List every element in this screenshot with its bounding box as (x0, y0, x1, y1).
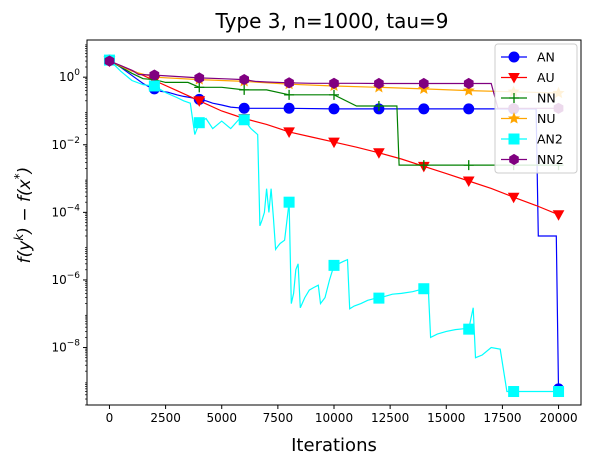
data-point-au (328, 137, 340, 149)
data-point-au (462, 176, 475, 187)
legend-label-an2: AN2 (537, 132, 563, 147)
chart-title: Type 3, n=1000, tau=9 (214, 9, 448, 33)
data-point-au (283, 127, 295, 138)
data-point-an (238, 102, 250, 114)
data-point-nn2 (239, 74, 249, 86)
data-point-au (373, 148, 385, 159)
series-line-an2 (109, 59, 559, 393)
legend-item-an2: AN2 (501, 132, 563, 147)
y-tick-label: 10−4 (51, 203, 80, 219)
legend-item-au: AU (501, 70, 555, 85)
data-point-an2 (328, 259, 340, 271)
x-tick-label: 20000 (539, 411, 577, 425)
data-point-nn (373, 101, 384, 112)
data-point-nn2 (419, 77, 429, 90)
legend-item-nu: NU (501, 111, 556, 126)
data-point-nn2 (463, 77, 474, 90)
x-tick-label: 5000 (206, 411, 237, 425)
data-point-au (552, 210, 565, 221)
data-point-nn (418, 160, 429, 171)
data-point-an2 (373, 292, 385, 304)
data-point-nn (329, 89, 339, 100)
legend-label-nu: NU (537, 111, 556, 126)
legend-marker-nn (509, 93, 519, 103)
x-axis-label: Iterations (291, 435, 377, 456)
data-point-nn (194, 82, 205, 93)
legend-marker-an (508, 51, 520, 63)
data-point-an2 (238, 114, 250, 126)
y-tick-label: 10−6 (51, 271, 80, 287)
data-point-an (418, 103, 430, 115)
data-point-nn (463, 160, 474, 171)
x-tick-label: 12500 (371, 411, 409, 425)
y-tick-label: 10−8 (51, 339, 80, 355)
data-point-an2 (148, 80, 160, 92)
data-point-an2 (463, 323, 475, 335)
series-layer (103, 54, 565, 398)
data-point-nn (239, 84, 250, 95)
data-point-nn2 (194, 72, 205, 84)
data-point-au (193, 96, 206, 107)
legend-label-nn2: NN2 (537, 152, 564, 167)
x-tick-label: 0 (106, 411, 114, 425)
legend-item-nn: NN (501, 91, 556, 106)
legend-marker-nn2 (509, 153, 519, 166)
legend-item-an: AN (501, 50, 555, 65)
data-point-an2 (508, 386, 520, 398)
data-point-an2 (283, 196, 295, 208)
legend-label-an: AN (537, 50, 555, 65)
data-point-nn2 (284, 77, 294, 89)
data-point-nn2 (374, 77, 384, 90)
data-point-an2 (553, 386, 565, 398)
chart-legend: AN AU NN NU AN2 NN2 (494, 43, 578, 174)
data-point-an (328, 103, 340, 115)
legend-label-au: AU (537, 70, 555, 85)
data-point-nu (462, 84, 475, 96)
legend-marker-nu (507, 112, 521, 124)
x-tick-label: 2500 (150, 411, 181, 425)
legend-box (494, 43, 578, 174)
data-point-nn2 (104, 55, 115, 67)
data-point-nn (284, 89, 295, 100)
data-point-an2 (418, 283, 430, 295)
data-point-an2 (193, 117, 205, 129)
data-point-nn2 (149, 69, 160, 81)
x-tick-label: 7500 (263, 411, 294, 425)
data-point-an (463, 103, 475, 115)
legend-label-nn: NN (537, 91, 556, 106)
legend-item-nn2: NN2 (501, 152, 564, 167)
x-tick-label: 10000 (315, 411, 353, 425)
data-point-au (507, 192, 520, 204)
y-tick-label: 10−2 (51, 136, 80, 152)
legend-marker-an2 (508, 133, 520, 145)
x-tick-label: 15000 (427, 411, 465, 425)
axes-layer: 0 2500 5000 7500 10000 12500 15000 17500 20000 10… (51, 39, 582, 425)
y-tick-label: 100 (59, 68, 80, 84)
series-line-nn (109, 60, 559, 166)
y-axis-label: f(yk) − f(x*) (12, 167, 35, 264)
data-point-nn2 (329, 77, 339, 89)
x-tick-label: 17500 (483, 411, 521, 425)
legend-marker-au (508, 73, 520, 84)
data-point-an (283, 102, 295, 114)
